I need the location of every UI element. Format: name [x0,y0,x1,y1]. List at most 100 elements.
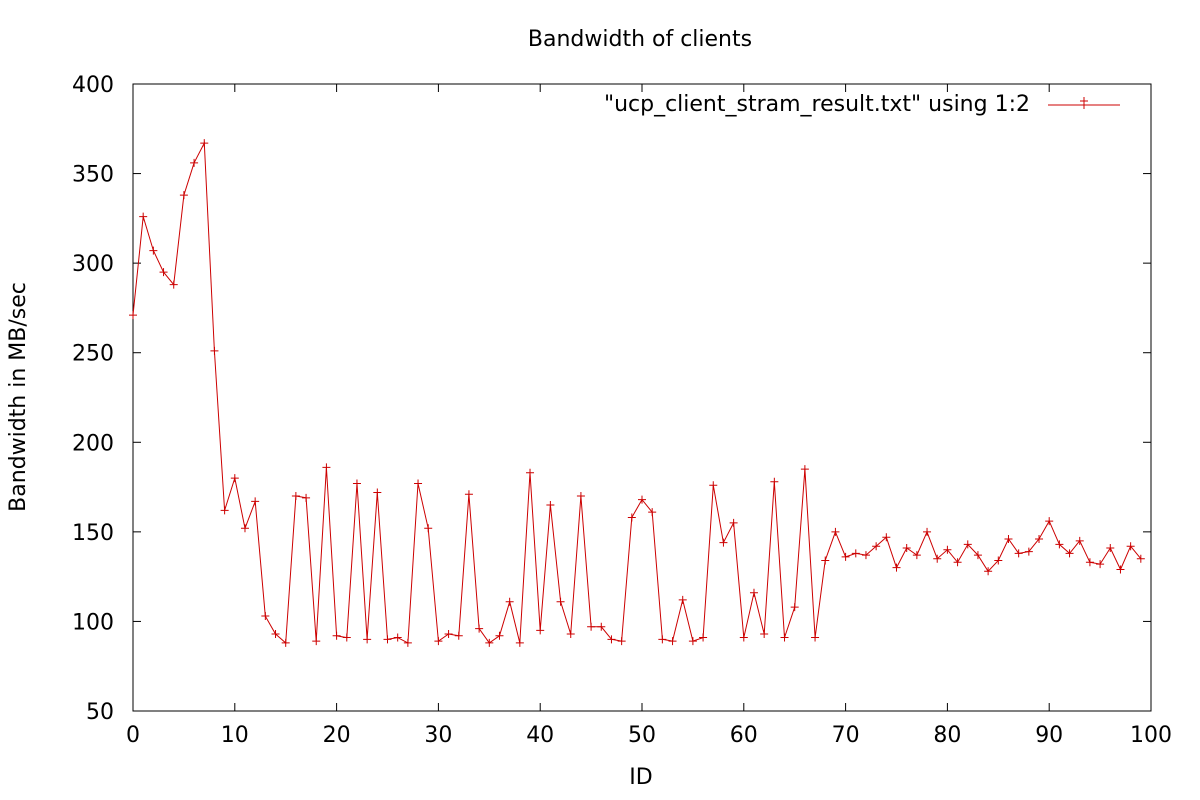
data-point [953,558,962,567]
data-point [617,637,626,646]
x-tick-label: 80 [933,723,961,748]
data-point [821,556,830,565]
x-tick-label: 100 [1130,723,1172,748]
data-point [841,552,850,561]
data-point [1004,535,1013,544]
x-axis-label: ID [629,765,652,790]
data-point [902,543,911,552]
data-point [342,633,351,642]
data-point [831,527,840,536]
data-point [200,139,209,148]
data-point [709,481,718,490]
data-point [1035,535,1044,544]
data-point [434,637,443,646]
x-tick-label: 20 [323,723,351,748]
data-point [515,638,524,647]
data-point [729,518,738,527]
data-point [1045,517,1054,526]
data-point [220,506,229,515]
data-point [352,479,361,488]
data-point [139,212,148,221]
y-tick-label: 200 [72,431,114,456]
data-point [1065,549,1074,558]
data-point [281,638,290,647]
data-point [984,567,993,576]
plot-frame [132,83,1152,712]
data-point [169,280,178,289]
data-point [251,497,260,506]
data-point [393,633,402,642]
x-tick-label: 30 [424,723,452,748]
x-tick-label: 90 [1035,723,1063,748]
x-axis: 0 10 20 30 40 50 60 70 80 90 100 [126,84,1172,748]
data-point [861,551,870,560]
data-point [373,488,382,497]
data-point [1106,543,1115,552]
data-point [332,631,341,640]
y-tick-label: 300 [72,252,114,277]
data-point [129,311,137,320]
data-point [780,633,789,642]
data-point [882,533,891,542]
x-tick-label: 70 [832,723,860,748]
data-point [678,595,687,604]
data-point [363,635,372,644]
data-point [1136,554,1145,563]
data-point [464,490,473,499]
series-layer [129,139,1145,647]
data-point [770,477,779,486]
data-point [536,626,545,635]
data-point [383,635,392,644]
data-point [230,474,239,483]
data-point [607,635,616,644]
y-tick-label: 350 [72,163,114,188]
data-point [851,549,860,558]
data-point [312,637,321,646]
data-point [444,629,453,638]
data-point [485,638,494,647]
data-point [454,631,463,640]
data-point [526,468,535,477]
y-axis: 50 100 150 200 250 300 350 400 [72,73,1151,725]
data-point [149,246,158,255]
data-point [912,551,921,560]
data-point [566,629,575,638]
data-point [495,631,504,640]
data-point [190,158,199,167]
data-point [872,542,881,551]
data-point [638,495,646,504]
legend-marker [1080,97,1088,109]
data-point [1096,560,1105,569]
legend-label: "ucp_client_stram_result.txt" using 1:2 [604,92,1030,117]
data-point [424,524,433,533]
data-point [240,524,249,533]
data-point [892,563,901,572]
data-point [688,637,697,646]
data-point [1014,549,1023,558]
data-point [994,556,1003,565]
legend: "ucp_client_stram_result.txt" using 1:2 [604,92,1120,117]
data-point [322,463,331,472]
data-point [943,545,952,554]
data-point [546,500,555,509]
data-point [403,638,412,647]
data-point [597,622,606,631]
data-point [719,538,728,547]
y-axis-label: Bandwidth in MB/sec [6,282,31,512]
data-point [414,479,423,488]
data-point [1055,540,1064,549]
x-tick-label: 40 [526,723,554,748]
data-point [210,346,219,355]
data-point [1075,536,1084,545]
y-tick-label: 150 [72,521,114,546]
data-point [973,551,982,560]
data-point [627,513,636,522]
x-tick-label: 10 [221,723,249,748]
data-point [658,635,667,644]
data-point [800,465,809,474]
y-tick-label: 100 [72,610,114,635]
data-point [811,633,820,642]
data-point [261,612,270,621]
data-point [587,622,596,631]
